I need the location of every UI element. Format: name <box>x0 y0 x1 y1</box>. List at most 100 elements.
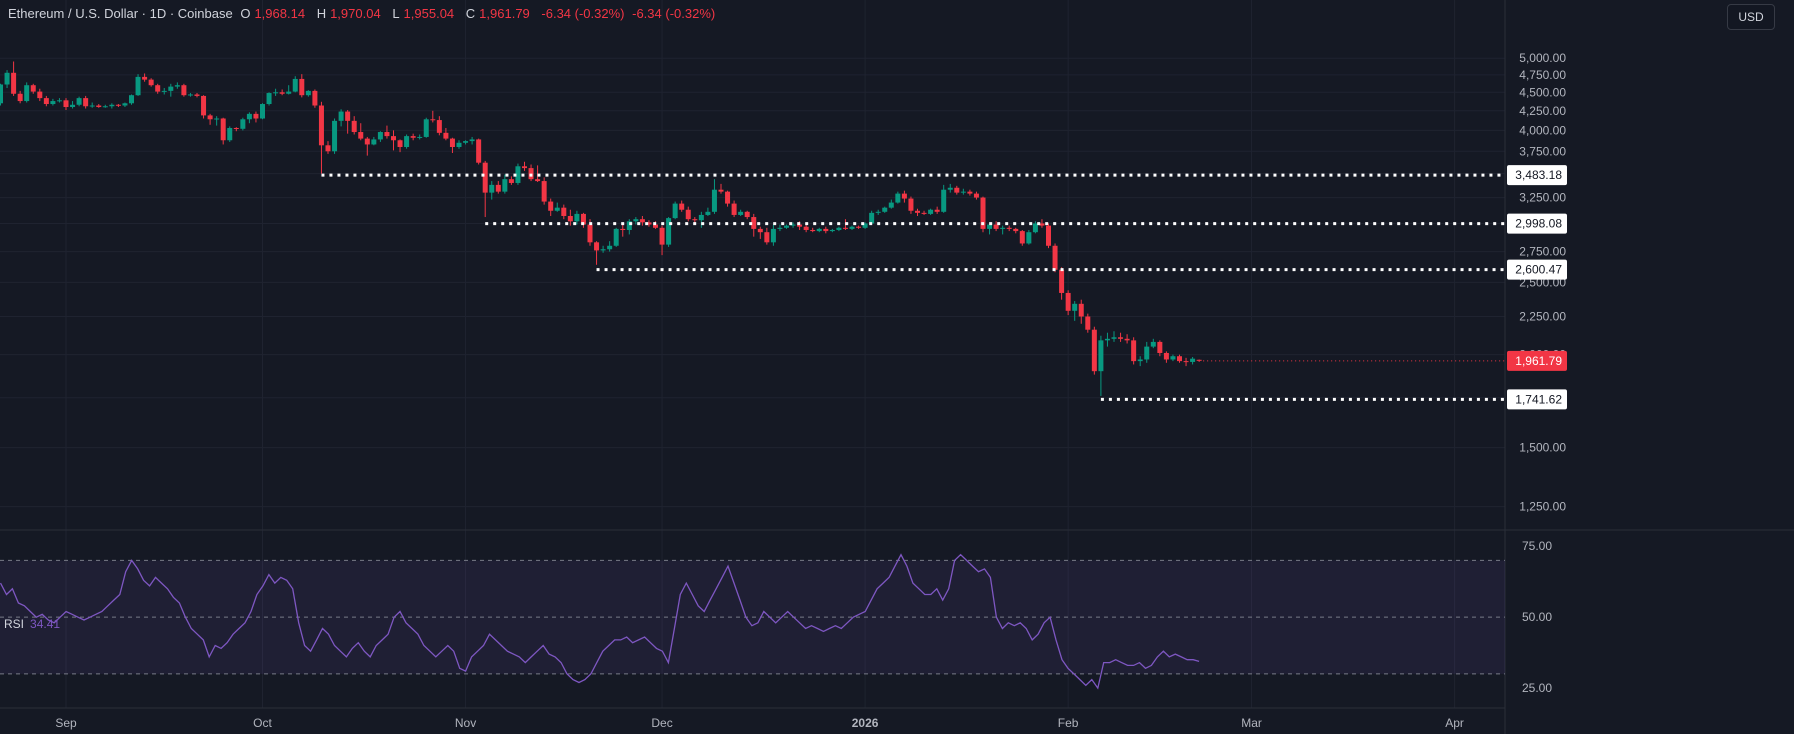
candle-body <box>384 132 390 137</box>
candle-body <box>1144 346 1150 360</box>
candle-body <box>1052 245 1058 270</box>
candle-body <box>633 219 639 222</box>
price-tick-label: 2,750.00 <box>1519 245 1566 259</box>
candle-body <box>292 78 298 92</box>
rsi-legend: RSI 34.41 <box>4 617 60 631</box>
candle-body <box>528 168 534 180</box>
candle-body <box>515 166 521 183</box>
candle-body <box>115 104 121 106</box>
rsi-value: 34.41 <box>30 617 61 631</box>
candle-body <box>862 223 868 228</box>
candle-body <box>155 85 161 92</box>
candle-body <box>456 142 462 147</box>
candle-body <box>954 187 960 193</box>
candle-body <box>63 100 69 108</box>
candle-body <box>934 209 940 212</box>
candle-body <box>240 119 246 129</box>
candle-body <box>489 184 495 193</box>
candle-body <box>784 225 789 228</box>
price-tick-label: 4,500.00 <box>1519 85 1566 99</box>
candle-body <box>443 132 449 139</box>
rsi-title: RSI <box>4 617 25 631</box>
candle-body <box>757 228 763 233</box>
candle-body <box>915 210 920 213</box>
candle-body <box>672 203 678 219</box>
last-price-badge <box>1507 350 1567 371</box>
candle-body <box>201 95 207 116</box>
time-tick-label: Dec <box>651 716 672 730</box>
candle-body <box>692 219 698 221</box>
open-label: O <box>240 6 251 21</box>
candle-body <box>1150 341 1156 347</box>
candle-body <box>882 207 888 212</box>
candle-body <box>17 93 23 102</box>
candle-body <box>639 219 645 223</box>
candle-body <box>594 242 600 251</box>
candle-body <box>109 104 115 107</box>
candle-body <box>508 179 514 183</box>
candle-body <box>895 193 901 203</box>
candle-body <box>161 90 167 92</box>
candle-body <box>50 101 56 105</box>
candle-body <box>410 136 416 138</box>
rsi-tick-label: 75.00 <box>1522 539 1552 553</box>
low-value: 1,955.04 <box>403 6 455 21</box>
candle-body <box>404 136 410 147</box>
candle-body <box>875 211 881 213</box>
candle-body <box>391 136 396 141</box>
candle-body <box>705 211 711 215</box>
candle-body <box>207 115 213 120</box>
candle-body <box>1006 227 1012 229</box>
level-price-badge <box>1507 165 1567 186</box>
time-tick-label: 2026 <box>852 716 879 730</box>
time-tick-label: Oct <box>253 716 272 730</box>
candle-body <box>928 209 934 214</box>
candle-body <box>502 179 508 192</box>
candle-body <box>718 189 724 192</box>
candle-body <box>129 95 134 104</box>
level-price-label: 1,741.62 <box>1515 392 1562 406</box>
high-label: H <box>316 6 327 21</box>
candle-body <box>1059 269 1065 293</box>
candle-body <box>685 209 691 220</box>
candle-body <box>266 93 272 105</box>
last-price-label: 1,961.79 <box>1515 354 1562 368</box>
candle-body <box>725 191 731 204</box>
price-tick-label: 4,250.00 <box>1519 104 1566 118</box>
candle-body <box>646 222 652 225</box>
candle-body <box>790 224 796 226</box>
candle-body <box>1177 356 1182 362</box>
open-value: 1,968.14 <box>254 6 306 21</box>
candle-body <box>856 226 862 228</box>
candle-body <box>299 78 305 96</box>
candle-body <box>1124 338 1130 341</box>
candle-body <box>908 198 914 211</box>
level-price-label: 2,998.08 <box>1515 217 1562 231</box>
candle-body <box>37 91 43 99</box>
candle-body <box>666 218 672 245</box>
candle-body <box>4 72 10 85</box>
candle-body <box>273 92 279 94</box>
candle-body <box>1137 359 1143 362</box>
candle-body <box>1078 303 1084 317</box>
rsi-tick-label: 50.00 <box>1522 610 1552 624</box>
level-price-badge <box>1507 213 1567 234</box>
candle-body <box>358 132 364 139</box>
candle-body <box>430 119 436 121</box>
candle-body <box>1000 227 1006 229</box>
candle-body <box>56 100 62 102</box>
price-tick-label: 4,750.00 <box>1519 68 1566 82</box>
candle-body <box>102 106 108 108</box>
candle-body <box>135 76 141 96</box>
currency-button[interactable]: USD <box>1727 4 1775 30</box>
candle-body <box>0 84 3 104</box>
candle-body <box>148 79 154 86</box>
candle-body <box>364 138 370 145</box>
candle-body <box>122 103 128 106</box>
candle-body <box>600 249 606 251</box>
candle-body <box>554 207 560 211</box>
candle-body <box>1170 356 1176 360</box>
low-label: L <box>392 6 400 21</box>
